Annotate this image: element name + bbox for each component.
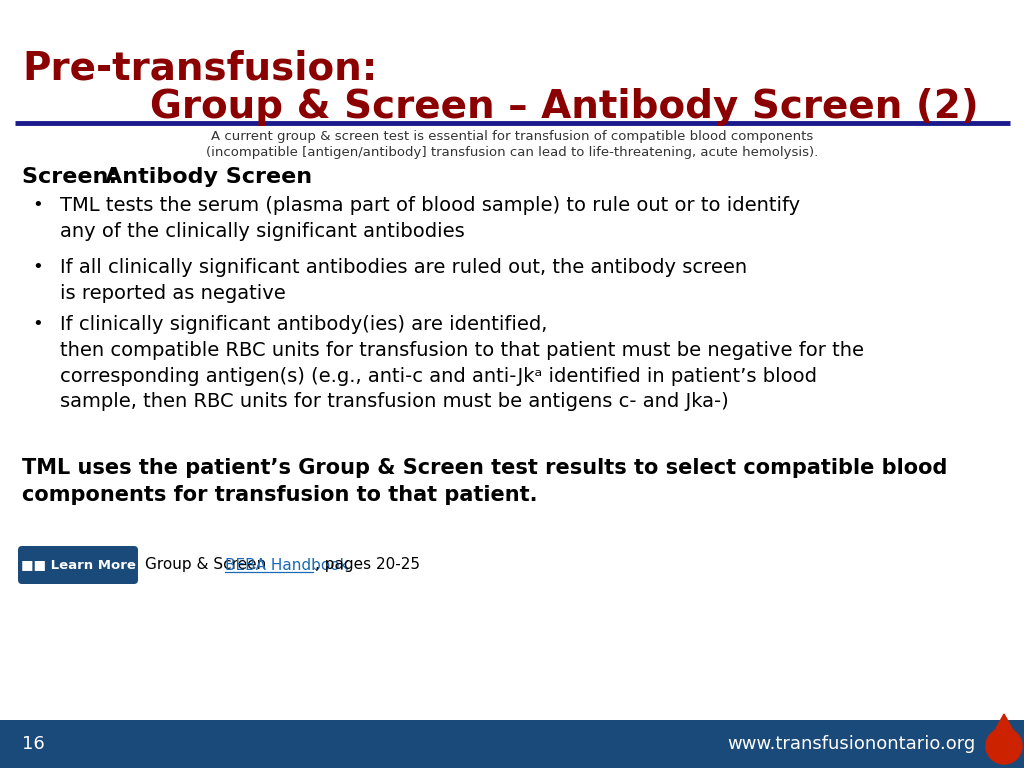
Text: A current group & screen test is essential for transfusion of compatible blood c: A current group & screen test is essenti… xyxy=(211,130,813,143)
Text: If clinically significant antibody(ies) are identified,
then compatible RBC unit: If clinically significant antibody(ies) … xyxy=(60,315,864,411)
Polygon shape xyxy=(993,714,1015,734)
Text: BEBA Handbook: BEBA Handbook xyxy=(225,558,348,572)
Text: TML uses the patient’s Group & Screen test results to select compatible blood: TML uses the patient’s Group & Screen te… xyxy=(22,458,947,478)
Text: Group & Screen – Antibody Screen (2): Group & Screen – Antibody Screen (2) xyxy=(150,88,979,126)
Text: TML tests the serum (plasma part of blood sample) to rule out or to identify
any: TML tests the serum (plasma part of bloo… xyxy=(60,196,800,240)
Text: 16: 16 xyxy=(22,735,45,753)
Text: (incompatible [antigen/antibody] transfusion can lead to life-threatening, acute: (incompatible [antigen/antibody] transfu… xyxy=(206,146,818,159)
Text: www.transfusionontario.org: www.transfusionontario.org xyxy=(727,735,975,753)
Text: Pre-transfusion:: Pre-transfusion: xyxy=(22,50,378,88)
Text: If all clinically significant antibodies are ruled out, the antibody screen
is r: If all clinically significant antibodies… xyxy=(60,258,748,303)
Text: •: • xyxy=(33,315,43,333)
Bar xyxy=(0,720,1024,768)
Polygon shape xyxy=(986,728,1022,764)
Text: Antibody Screen: Antibody Screen xyxy=(105,167,312,187)
Text: components for transfusion to that patient.: components for transfusion to that patie… xyxy=(22,485,538,505)
Text: •: • xyxy=(33,196,43,214)
Text: •: • xyxy=(33,258,43,276)
Text: , pages 20-25: , pages 20-25 xyxy=(315,558,420,572)
Text: ■■ Learn More: ■■ Learn More xyxy=(20,558,135,571)
FancyBboxPatch shape xyxy=(18,546,138,584)
Text: Screen:: Screen: xyxy=(22,167,125,187)
Text: Group & Screen: Group & Screen xyxy=(145,558,271,572)
